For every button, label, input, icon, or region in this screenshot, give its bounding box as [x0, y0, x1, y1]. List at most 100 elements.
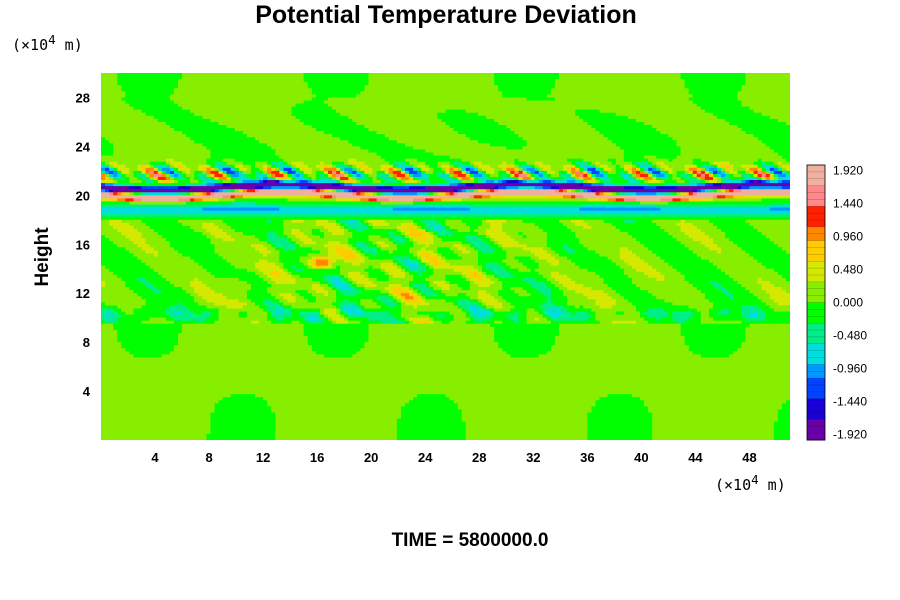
heatmap-cell	[498, 94, 503, 99]
heatmap-cell	[656, 85, 661, 89]
heatmap-cell	[773, 76, 779, 80]
heatmap-cell	[295, 85, 301, 89]
heatmap-cell	[680, 82, 686, 86]
heatmap-cell	[388, 85, 394, 89]
heatmap-cell	[311, 82, 317, 86]
heatmap-cell	[404, 85, 410, 89]
heatmap-cell	[259, 97, 264, 102]
heatmap-cell	[417, 79, 422, 83]
heatmap-cell	[692, 82, 698, 86]
heatmap-cell	[153, 91, 159, 96]
heatmap-cell	[652, 85, 657, 89]
heatmap-cell	[352, 79, 357, 83]
heatmap-cell	[238, 94, 244, 99]
heatmap-cell	[615, 85, 621, 89]
heatmap-cell	[668, 85, 674, 89]
heatmap-cell	[101, 88, 106, 92]
heatmap-cell	[372, 91, 378, 96]
heatmap-cell	[190, 85, 195, 89]
heatmap-cell	[157, 85, 163, 89]
heatmap-cell	[781, 82, 787, 86]
heatmap-cell	[165, 97, 171, 102]
heatmap-cell	[153, 94, 159, 99]
heatmap-cell	[741, 88, 747, 92]
heatmap-cell	[704, 85, 710, 89]
heatmap-cell	[453, 97, 459, 102]
heatmap-cell	[498, 88, 503, 92]
heatmap-cell	[692, 85, 698, 89]
heatmap-cell	[125, 94, 130, 99]
heatmap-cell	[712, 82, 718, 86]
heatmap-cell	[757, 73, 763, 77]
heatmap-cell	[222, 85, 228, 89]
heatmap-cell	[153, 79, 159, 83]
heatmap-cell	[222, 94, 228, 99]
heatmap-cell	[165, 85, 171, 89]
heatmap-cell	[315, 76, 321, 80]
heatmap-cell	[105, 88, 110, 92]
heatmap-cell	[777, 94, 783, 99]
heatmap-cell	[165, 88, 171, 92]
heatmap-cell	[510, 85, 515, 89]
heatmap-cell	[336, 88, 341, 92]
heatmap-cell	[777, 88, 783, 92]
heatmap-cell	[238, 85, 244, 89]
heatmap-cell	[506, 91, 511, 96]
heatmap-cell	[194, 76, 199, 80]
heatmap-cell	[648, 73, 653, 77]
heatmap-cell	[206, 91, 212, 96]
heatmap-cell	[538, 85, 544, 89]
heatmap-cell	[522, 73, 528, 77]
heatmap-cell	[101, 94, 106, 99]
heatmap-cell	[105, 97, 110, 102]
heatmap-cell	[591, 91, 597, 96]
heatmap-cell	[336, 97, 341, 102]
heatmap-cell	[530, 79, 536, 83]
heatmap-cell	[291, 79, 297, 83]
heatmap-cell	[404, 76, 410, 80]
heatmap-cell	[506, 73, 511, 77]
heatmap-cell	[631, 73, 637, 77]
heatmap-cell	[591, 94, 597, 99]
heatmap-cell	[372, 85, 378, 89]
heatmap-cell	[101, 82, 106, 86]
heatmap-cell	[469, 91, 475, 96]
heatmap-cell	[356, 82, 361, 86]
heatmap-cell	[765, 91, 771, 96]
heatmap-cell	[708, 73, 714, 77]
heatmap-cell	[178, 82, 183, 86]
heatmap-cell	[769, 76, 775, 80]
heatmap-cell	[664, 88, 670, 92]
heatmap-cell	[761, 79, 767, 83]
heatmap-cell	[587, 97, 592, 102]
heatmap-cell	[445, 82, 451, 86]
heatmap-cell	[348, 79, 353, 83]
heatmap-cell	[615, 82, 621, 86]
heatmap-cell	[376, 82, 382, 86]
heatmap-cell	[230, 82, 236, 86]
heatmap-cell	[526, 82, 532, 86]
heatmap-cell	[246, 94, 252, 99]
heatmap-cell	[765, 94, 771, 99]
heatmap-cell	[526, 97, 532, 102]
heatmap-cell	[587, 79, 592, 83]
heatmap-cell	[700, 76, 706, 80]
heatmap-cell	[271, 91, 276, 96]
heatmap-cell	[777, 85, 783, 89]
heatmap-cell	[433, 85, 438, 89]
heatmap-cell	[433, 82, 438, 86]
heatmap-cell	[749, 82, 755, 86]
heatmap-cell	[745, 79, 751, 83]
heatmap-cell	[425, 97, 430, 102]
heatmap-cell	[125, 97, 130, 102]
heatmap-cell	[644, 85, 649, 89]
heatmap-cell	[234, 82, 240, 86]
heatmap-cell	[611, 73, 617, 77]
heatmap-cell	[250, 97, 256, 102]
heatmap-cell	[708, 79, 714, 83]
heatmap-cell	[579, 73, 584, 77]
heatmap-cell	[623, 85, 629, 89]
heatmap-cell	[404, 73, 410, 77]
heatmap-cell	[781, 76, 787, 80]
heatmap-cell	[125, 88, 130, 92]
